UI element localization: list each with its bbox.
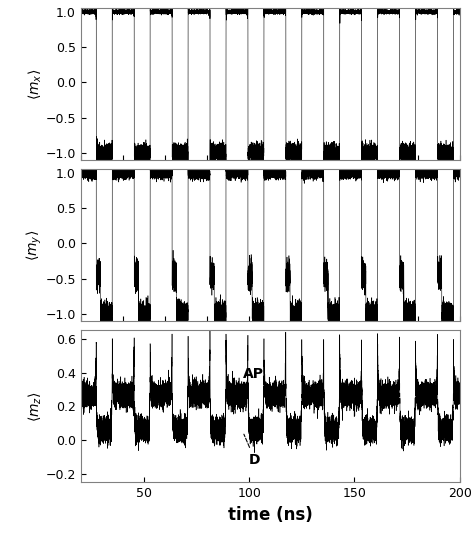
Y-axis label: $\langle m_y \rangle$: $\langle m_y \rangle$ <box>25 229 44 261</box>
Text: AP: AP <box>242 367 264 392</box>
Text: D: D <box>244 434 261 467</box>
Y-axis label: $\langle m_z \rangle$: $\langle m_z \rangle$ <box>27 391 44 422</box>
Y-axis label: $\langle m_x \rangle$: $\langle m_x \rangle$ <box>27 69 44 100</box>
X-axis label: time (ns): time (ns) <box>228 506 312 524</box>
